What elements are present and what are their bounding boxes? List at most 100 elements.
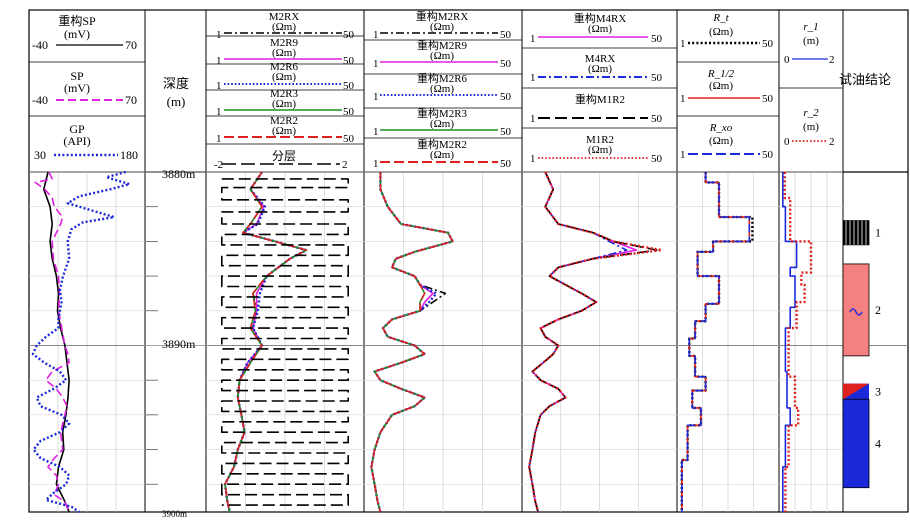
h-chm2rx-min: 1	[373, 29, 379, 41]
curve-t3-m2r6	[223, 171, 308, 513]
h-m2r3-name: M2R3	[270, 88, 299, 100]
h-chm2r9-name: 重构M2R9	[417, 38, 468, 52]
h-chm4rx-min: 1	[530, 33, 536, 45]
zone-3-triangle	[843, 383, 869, 400]
h-m2r6-min: 1	[216, 80, 222, 92]
h-rhalf-min: 1	[680, 93, 686, 105]
curve-t4-重构m2r3	[370, 172, 454, 513]
header-track-7: r_1 (m) 0 2 r_2 (m) 0 2	[784, 21, 835, 148]
zone-label-2: 2	[875, 303, 881, 317]
h-m2r9-min: 1	[216, 55, 222, 67]
header-depth: 深度 (m) 3880m 3890m 3900m	[162, 76, 196, 519]
header-chsp-min: -40	[32, 38, 48, 52]
h-r1-max: 2	[829, 54, 835, 66]
plot-frame	[28, 9, 909, 513]
h-chm1r2-name: 重构M1R2	[575, 92, 625, 106]
header-track-6: R_t (Ωm) 1 50 R_1/2 (Ωm) 1 50 R_xo (Ωm) …	[680, 12, 774, 161]
curve-t5-m4rx	[528, 171, 628, 513]
conclusion-zones: 1 2 3 4	[842, 220, 881, 489]
header-track-3: M2RX (Ωm) 1 50 M2R9 (Ωm) 1 50 M2R6 (Ωm) …	[214, 11, 355, 171]
header-gp-unit: (API)	[63, 134, 90, 148]
h-chm2r3-unit: (Ωm)	[430, 118, 454, 130]
h-rxo-name: R_xo	[709, 122, 733, 134]
h-chm2r9-min: 1	[373, 58, 379, 70]
zone-4	[842, 398, 870, 489]
h-m2r2-max: 50	[343, 133, 355, 145]
zone-label-3: 3	[875, 384, 881, 398]
h-chm4rx-max: 50	[651, 33, 663, 45]
zone-1	[842, 220, 870, 246]
h-m1r2-name: M1R2	[586, 134, 614, 146]
h-m2rx-min: 1	[216, 29, 222, 41]
h-m1r2-min: 1	[530, 153, 536, 165]
curve-t5-m1r2	[528, 171, 663, 513]
header-gp-max: 180	[120, 148, 138, 162]
h-m2r9-max: 50	[343, 55, 355, 67]
zone-label-1: 1	[875, 226, 881, 240]
h-m2r9-name: M2R9	[270, 37, 299, 49]
h-chm2r9-max: 50	[500, 58, 512, 70]
h-m4rx-unit: (Ωm)	[588, 63, 612, 75]
h-m4rx-max: 50	[651, 72, 663, 84]
curve-t1-gp	[31, 170, 131, 513]
curve-t3-分层	[221, 178, 350, 506]
header-conclusion: 试油结论	[839, 72, 891, 87]
h-chm2rx-max: 50	[500, 29, 512, 41]
h-rt-min: 1	[680, 38, 686, 50]
h-chm2r6-min: 1	[373, 91, 379, 103]
curve-t4-重构m2rx	[370, 172, 454, 513]
h-chm2rx-name: 重构M2RX	[416, 9, 469, 23]
h-chm2r3-name: 重构M2R3	[417, 106, 468, 120]
h-layer-max: 2	[342, 159, 348, 171]
header-gp-min: 30	[34, 148, 46, 162]
zone-2	[842, 263, 870, 357]
curve-t3-m2rx	[224, 171, 308, 513]
h-chm1r2-max: 50	[651, 113, 663, 125]
h-layer-name: 分层	[272, 149, 296, 163]
h-rxo-unit: (Ωm)	[709, 135, 733, 147]
curve-t6-r-1-2	[680, 172, 751, 512]
h-chm4rx-unit: (Ωm)	[588, 23, 612, 35]
h-r2-name: r_2	[803, 107, 819, 119]
h-chm4rx-name: 重构M4RX	[574, 11, 627, 25]
depth-unit: (m)	[167, 94, 186, 109]
h-rhalf-name: R_1/2	[707, 68, 735, 80]
h-m4rx-name: M4RX	[585, 53, 616, 65]
h-chm2r2-max: 50	[500, 158, 512, 170]
header-gp-name: GP	[69, 122, 85, 136]
header-chsp-name: 重构SP	[58, 13, 96, 28]
header-track-1: 重构SP (mV) -40 70 SP (mV) -40 70 GP (API)…	[32, 13, 138, 162]
header-sp-max: 70	[125, 93, 137, 107]
zone-label-4: 4	[875, 436, 881, 450]
header-track-4: 重构M2RX (Ωm) 1 50 重构M2R9 (Ωm) 1 50 重构M2R6…	[373, 9, 512, 170]
h-r1-name: r_1	[803, 21, 818, 33]
h-m2r3-max: 50	[343, 106, 355, 118]
h-chm1r2-min: 1	[530, 113, 536, 125]
h-m2rx-unit: (Ωm)	[272, 21, 296, 33]
curves-layer	[31, 170, 813, 513]
curve-t5-重构m1r2	[528, 171, 658, 513]
curve-t6-r-xo	[680, 172, 751, 512]
h-m2r2-unit: (Ωm)	[272, 125, 296, 137]
h-chm2r9-unit: (Ωm)	[430, 50, 454, 62]
h-m4rx-min: 1	[530, 72, 536, 84]
h-m2rx-max: 50	[343, 29, 355, 41]
header-sp-unit: (mV)	[64, 81, 90, 95]
depth-tick-3900: 3900m	[162, 509, 187, 519]
curve-t4-重构m2r6	[370, 172, 454, 513]
depth-tick-3880: 3880m	[162, 167, 196, 181]
h-m2r6-unit: (Ωm)	[272, 71, 296, 83]
header-sp-name: SP	[70, 69, 84, 83]
h-rt-unit: (Ωm)	[709, 26, 733, 38]
depth-tick-3890: 3890m	[162, 337, 196, 351]
h-r2-unit: (m)	[803, 121, 819, 133]
h-m1r2-max: 50	[651, 153, 663, 165]
conclusion-label: 试油结论	[839, 72, 891, 87]
curve-t3-m2r3	[224, 171, 308, 513]
h-r2-max: 2	[829, 136, 835, 148]
h-chm2r2-name: 重构M2R2	[417, 137, 467, 151]
h-m2r2-name: M2R2	[270, 115, 298, 127]
curve-t4-重构m2r9	[370, 172, 454, 513]
h-r2-min: 0	[784, 136, 790, 148]
